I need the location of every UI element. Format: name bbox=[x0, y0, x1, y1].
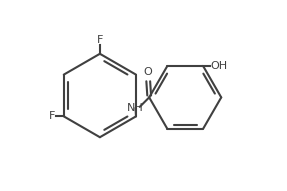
Text: F: F bbox=[49, 111, 56, 121]
Text: NH: NH bbox=[127, 103, 144, 113]
Text: O: O bbox=[144, 67, 153, 78]
Text: F: F bbox=[97, 35, 103, 45]
Text: OH: OH bbox=[210, 61, 228, 71]
